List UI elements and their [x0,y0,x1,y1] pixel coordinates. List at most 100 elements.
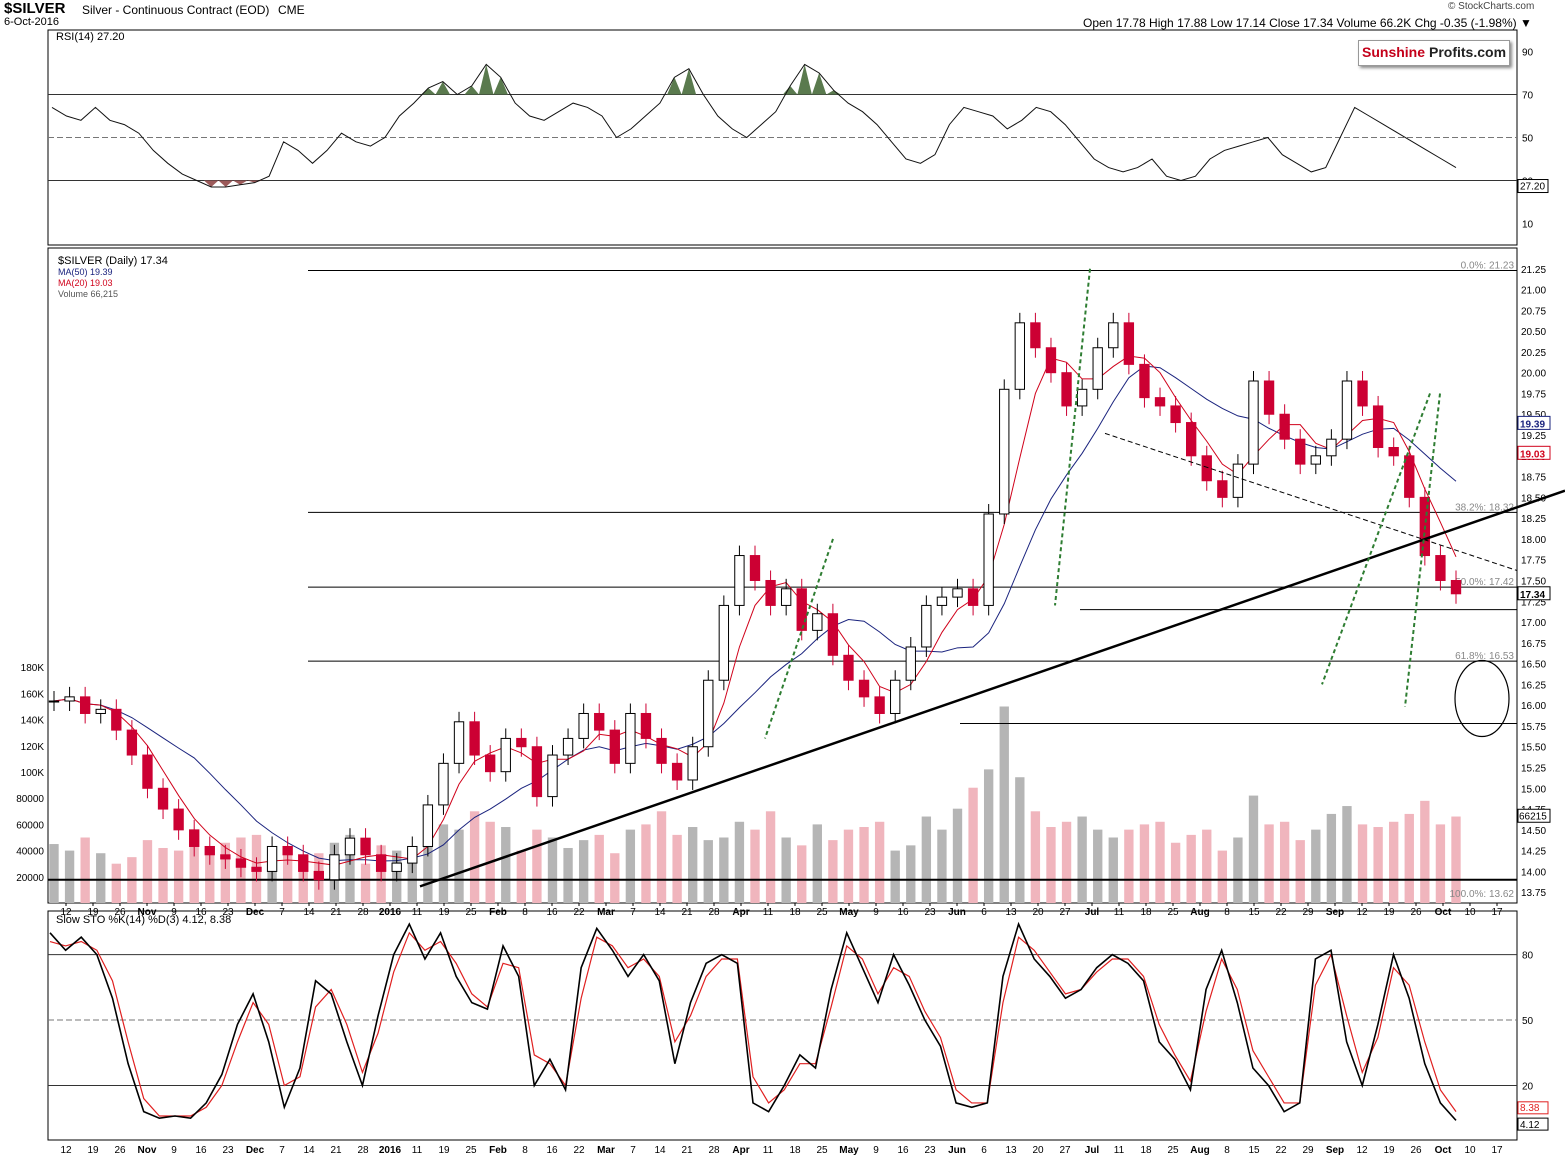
price-tick-label: 18.50 [1521,493,1546,504]
price-legend-entry: MA(50) 19.39 [58,267,113,277]
price-last-box [1517,445,1551,460]
x-axis-label: 14 [654,907,666,918]
volume-bar [423,840,433,903]
volume-bar [1342,806,1352,903]
watermark: © StockCharts.com [1448,1,1535,12]
candle-body [407,845,418,864]
price-tick-label: 18.00 [1521,535,1546,546]
candle-body [1030,322,1041,349]
x-axis-label-bottom: 21 [681,1145,693,1156]
volume-bar [516,850,527,903]
x-axis-label: Nov [138,907,157,918]
price-last-box [1517,586,1551,601]
candle-body [718,604,730,681]
x-axis-label: 16 [897,907,909,918]
volume-bar [1451,816,1461,903]
volume-bar [828,840,838,903]
price-tick-label: 20.50 [1521,327,1546,338]
x-axis-label-bottom: 19 [87,1145,99,1156]
x-axis-label: 26 [114,907,126,918]
price-tick-label: 17.50 [1521,576,1546,587]
x-axis-label: 19 [87,907,99,918]
volume-bar [158,847,168,903]
volume-bar [1139,824,1150,903]
rsi-last-box [1517,179,1549,194]
candle-body [204,845,215,856]
price-tick-label: 14.00 [1521,867,1546,878]
volume-bar [906,845,916,903]
x-axis-label: 6 [981,907,987,918]
volume-bar [1295,840,1305,903]
fib-level-label: 38.2%: 18.32 [1455,502,1514,513]
price-last-value: 19.03 [1520,449,1545,460]
x-axis-label: 16 [195,907,207,918]
volume-bar [765,811,776,903]
volume-tick-label: 40000 [16,847,44,858]
candle-body [671,762,683,781]
fib-level-label: 0.0%: 21.23 [1461,260,1515,271]
candle-body [1108,322,1119,349]
volume-bar [1108,837,1118,903]
candle-body [438,762,449,806]
x-axis-label-bottom: 27 [1059,1145,1071,1156]
volume-last-box [1517,808,1551,823]
candle-body [999,388,1010,515]
candle-body [485,754,496,773]
volume-bar [282,850,293,903]
candle-body [1061,372,1072,407]
volume-bar [438,824,449,903]
volume-bar [454,829,464,903]
volume-bar [797,845,807,903]
volume-bar [547,837,558,903]
rsi-title: RSI(14) 27.20 [56,31,124,43]
volume-bar [1420,800,1430,903]
x-axis-label: 25 [1167,907,1179,918]
x-axis-label: 25 [816,907,828,918]
volume-bar [1093,829,1103,903]
rsi-tick-label: 10 [1522,220,1534,231]
candle-body [126,729,138,756]
price-tick-label: 21.00 [1521,286,1546,297]
x-axis-label-bottom: 21 [330,1145,342,1156]
candle-body [812,613,823,631]
candle-body [391,862,402,872]
price-tick-label: 19.25 [1521,431,1546,442]
x-axis-label: 21 [681,907,693,918]
x-axis-label-bottom: 10 [1464,1145,1476,1156]
x-axis-label: 19 [438,907,450,918]
volume-bar [734,821,745,903]
fib-level-label: 100.0%: 13.62 [1450,889,1515,900]
volume-tick-label: 120K [21,742,45,753]
exchange-label: CME [278,3,305,17]
candle-body [1045,347,1057,374]
rsi-oversold-fill [203,180,262,187]
volume-bar [1030,811,1041,903]
candle-body [95,708,106,714]
x-axis-label: 15 [1248,907,1260,918]
volume-bar [1217,850,1228,903]
x-axis-label-bottom: Apr [732,1145,749,1156]
volume-bar [625,829,636,903]
x-axis-label-bottom: 13 [1005,1145,1017,1156]
x-axis-label-bottom: 16 [195,1145,207,1156]
volume-bar [1170,842,1181,903]
volume-bar [750,829,760,903]
fib-level-label: 50.0%: 17.42 [1455,577,1514,588]
x-axis-label-bottom: 19 [1383,1145,1395,1156]
x-axis-label: 22 [1275,907,1287,918]
candle-body [329,854,340,881]
candle-body [531,746,543,798]
x-axis-label-bottom: 19 [438,1145,450,1156]
sto-tick-label: 20 [1522,1081,1534,1092]
x-axis-label-bottom: 12 [60,1145,72,1156]
x-axis-label: 7 [279,907,285,918]
x-axis-label-bottom: 11 [1114,1145,1125,1156]
candle-body [360,837,371,856]
x-axis-label-bottom: Feb [489,1145,507,1156]
candle-body [780,588,792,606]
x-axis-label: 11 [763,907,774,918]
volume-bar [1015,777,1025,903]
volume-bar [578,840,589,903]
x-axis-label: 22 [573,907,585,918]
